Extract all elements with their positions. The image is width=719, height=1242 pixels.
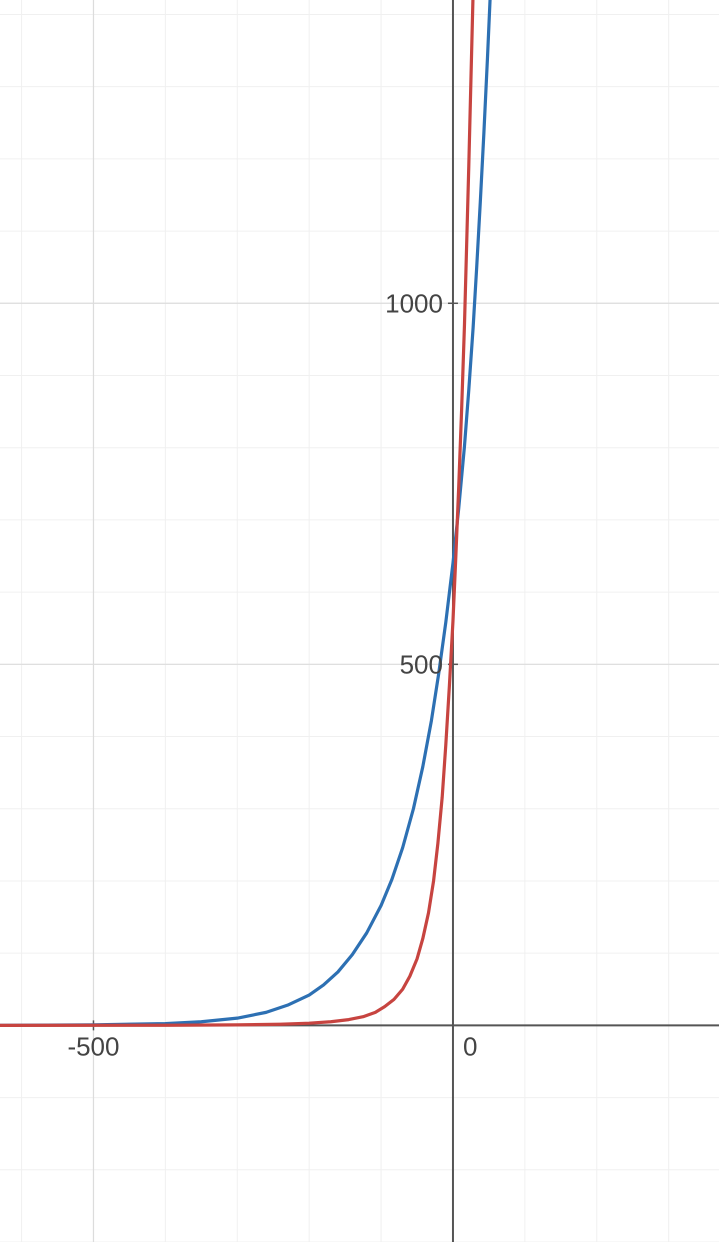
x-tick-label: -500 [67, 1031, 119, 1061]
y-tick-label: 1000 [385, 288, 443, 318]
plot-svg[interactable]: -500 0 500 1000 [0, 0, 719, 1242]
graphing-plot[interactable]: -500 0 500 1000 [0, 0, 719, 1242]
axis-labels: -500 0 500 1000 [67, 288, 477, 1061]
x-tick-label: 0 [463, 1031, 477, 1061]
y-tick-label: 500 [400, 649, 443, 679]
plot-series [0, 0, 490, 1025]
blue-curve [0, 0, 490, 1025]
red-curve [0, 0, 473, 1025]
